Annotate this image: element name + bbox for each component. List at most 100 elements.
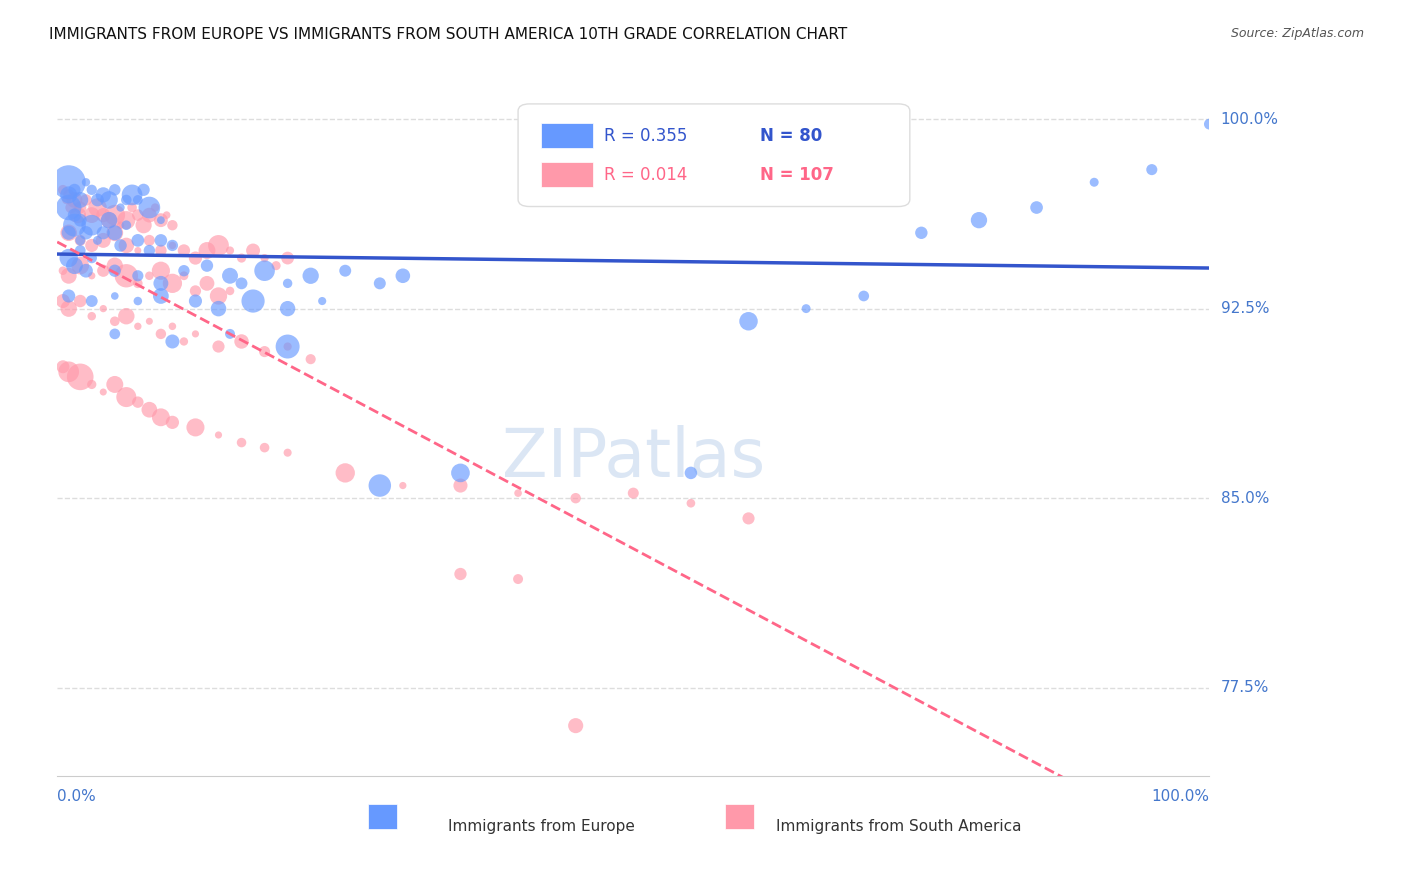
Immigrants from South America <box>143 201 166 215</box>
Immigrants from Europe <box>58 175 80 189</box>
Immigrants from South America <box>149 213 172 227</box>
Immigrants from Europe <box>207 301 229 316</box>
Immigrants from Europe <box>195 259 218 273</box>
Immigrants from South America <box>149 326 172 341</box>
Immigrants from South America <box>621 486 644 500</box>
Immigrants from South America <box>115 213 138 227</box>
Immigrants from South America <box>564 491 586 505</box>
Immigrants from Europe <box>110 201 132 215</box>
Immigrants from South America <box>80 309 103 323</box>
Immigrants from Europe <box>69 213 91 227</box>
Immigrants from South America <box>392 478 415 492</box>
Immigrants from Europe <box>80 218 103 232</box>
Immigrants from South America <box>69 201 91 215</box>
Immigrants from South America <box>52 293 75 308</box>
Text: Source: ZipAtlas.com: Source: ZipAtlas.com <box>1230 27 1364 40</box>
Immigrants from South America <box>207 289 229 303</box>
Immigrants from South America <box>162 218 184 232</box>
Immigrants from South America <box>138 314 160 328</box>
Immigrants from South America <box>156 208 179 222</box>
Immigrants from Europe <box>69 233 91 247</box>
Immigrants from Europe <box>149 213 172 227</box>
Text: 100.0%: 100.0% <box>1220 112 1278 127</box>
Immigrants from Europe <box>104 289 127 303</box>
Immigrants from Europe <box>679 466 702 480</box>
Immigrants from South America <box>80 208 103 222</box>
Immigrants from Europe <box>91 226 114 240</box>
Immigrants from Europe <box>910 226 932 240</box>
Immigrants from South America <box>162 415 184 429</box>
Text: N = 107: N = 107 <box>761 166 834 184</box>
Immigrants from Europe <box>138 244 160 258</box>
Immigrants from Europe <box>86 233 108 247</box>
Immigrants from Europe <box>69 244 91 258</box>
Immigrants from South America <box>115 309 138 323</box>
Immigrants from Europe <box>75 175 97 189</box>
Immigrants from Europe <box>852 289 875 303</box>
Immigrants from Europe <box>149 233 172 247</box>
Immigrants from Europe <box>737 314 759 328</box>
Immigrants from South America <box>58 301 80 316</box>
Immigrants from South America <box>195 244 218 258</box>
Immigrants from South America <box>91 301 114 316</box>
Immigrants from South America <box>91 384 114 399</box>
Immigrants from South America <box>69 293 91 308</box>
Immigrants from Europe <box>277 339 299 353</box>
Immigrants from South America <box>253 344 276 359</box>
Immigrants from South America <box>127 395 149 409</box>
Immigrants from South America <box>219 284 242 298</box>
Immigrants from South America <box>679 496 702 510</box>
Text: R = 0.014: R = 0.014 <box>605 166 688 184</box>
Text: ZIPatlas: ZIPatlas <box>502 425 765 491</box>
Immigrants from South America <box>207 238 229 252</box>
Immigrants from South America <box>86 201 108 215</box>
Immigrants from South America <box>184 420 207 434</box>
Immigrants from Europe <box>277 301 299 316</box>
Immigrants from South America <box>264 259 287 273</box>
Text: 92.5%: 92.5% <box>1220 301 1270 316</box>
Immigrants from South America <box>138 233 160 247</box>
Immigrants from Europe <box>75 226 97 240</box>
Immigrants from South America <box>231 334 253 349</box>
Immigrants from Europe <box>162 334 184 349</box>
Immigrants from South America <box>63 193 86 207</box>
Immigrants from South America <box>335 466 357 480</box>
Immigrants from Europe <box>91 187 114 202</box>
Immigrants from Europe <box>219 268 242 283</box>
Immigrants from South America <box>184 251 207 265</box>
Immigrants from Europe <box>242 293 264 308</box>
Immigrants from South America <box>104 314 127 328</box>
Immigrants from South America <box>138 208 160 222</box>
Immigrants from Europe <box>98 193 121 207</box>
Immigrants from Europe <box>219 326 242 341</box>
Immigrants from Europe <box>368 277 391 291</box>
Immigrants from Europe <box>75 263 97 277</box>
Immigrants from South America <box>80 377 103 392</box>
Immigrants from South America <box>52 263 75 277</box>
Immigrants from South America <box>132 218 155 232</box>
Immigrants from South America <box>277 445 299 459</box>
Immigrants from Europe <box>63 183 86 197</box>
Immigrants from Europe <box>149 277 172 291</box>
Immigrants from South America <box>104 259 127 273</box>
Immigrants from South America <box>219 244 242 258</box>
Immigrants from South America <box>66 208 89 222</box>
Immigrants from South America <box>162 238 184 252</box>
Immigrants from Europe <box>1083 175 1105 189</box>
FancyBboxPatch shape <box>517 103 910 207</box>
Immigrants from Europe <box>173 263 195 277</box>
Immigrants from South America <box>207 339 229 353</box>
Immigrants from Europe <box>335 263 357 277</box>
Bar <box>541 123 593 148</box>
Immigrants from South America <box>127 208 149 222</box>
Immigrants from South America <box>69 369 91 384</box>
Immigrants from Europe <box>58 187 80 202</box>
Immigrants from Europe <box>104 326 127 341</box>
Immigrants from Europe <box>132 183 155 197</box>
Immigrants from South America <box>75 193 97 207</box>
Immigrants from South America <box>98 213 121 227</box>
Text: 0.0%: 0.0% <box>58 789 96 804</box>
Immigrants from South America <box>91 208 114 222</box>
Text: 77.5%: 77.5% <box>1220 681 1268 695</box>
Immigrants from South America <box>242 244 264 258</box>
